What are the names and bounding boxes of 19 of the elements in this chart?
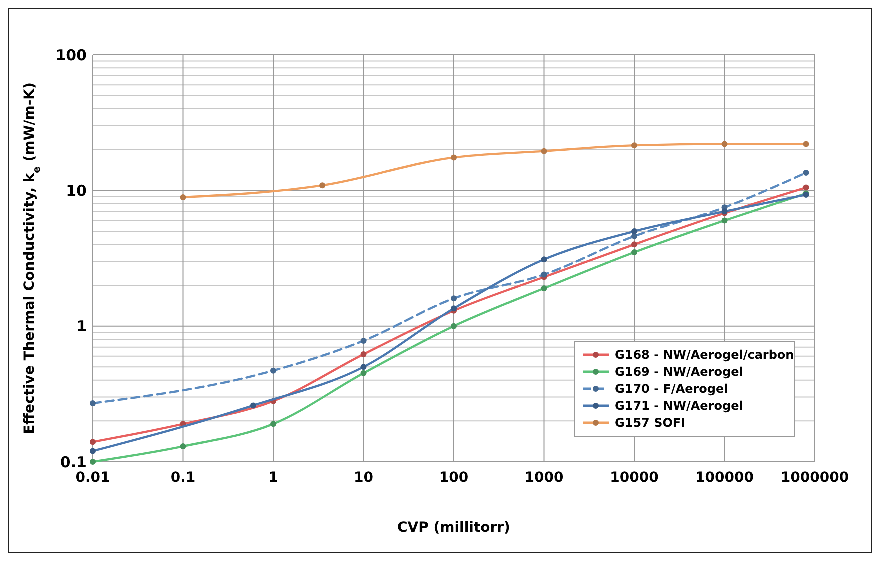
legend-label: G169 - NW/Aerogel — [615, 365, 744, 380]
x-axis-title: CVP (millitorr) — [398, 520, 510, 536]
x-tick-label: 1 — [268, 470, 278, 486]
legend-label: G170 - F/Aerogel — [615, 382, 728, 396]
legend-label: G168 - NW/Aerogel/carbon — [615, 348, 794, 362]
x-tick-label: 100000 — [696, 470, 754, 486]
y-tick-label: 10 — [66, 182, 87, 200]
y-tick-label: 100 — [56, 46, 87, 64]
x-tick-label: 0.01 — [76, 470, 110, 486]
y-tick-label: 1 — [76, 318, 87, 336]
x-tick-label: 0.1 — [170, 470, 196, 486]
legend-label: G171 - NW/Aerogel — [615, 399, 744, 414]
x-tick-label: 1000 — [524, 470, 564, 486]
x-tick-label: 100 — [439, 470, 469, 486]
y-tick-label: 0.1 — [60, 453, 87, 472]
x-tick-label: 10000 — [610, 470, 660, 486]
x-tick-label: 10 — [354, 470, 374, 486]
x-tick-label: 1000000 — [780, 470, 850, 486]
legend-label: G157 SOFI — [615, 416, 686, 430]
